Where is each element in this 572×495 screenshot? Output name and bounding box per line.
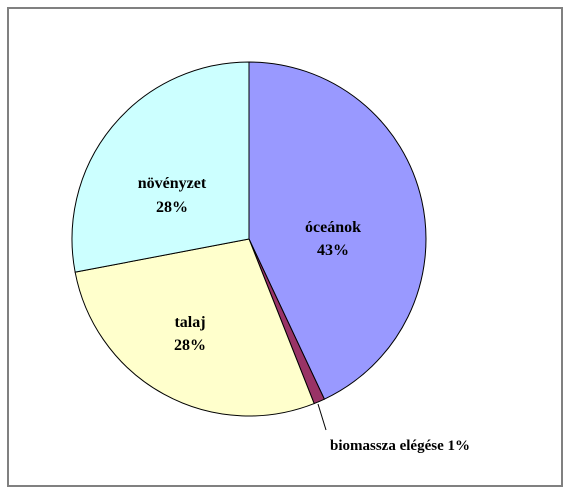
slice-label-novenyzet-name: növényzet <box>138 175 207 192</box>
slice-label-novenyzet-value: 28% <box>156 199 188 216</box>
leader-line-biomassza <box>317 403 327 431</box>
pie-slice-oceanok <box>248 61 427 400</box>
slice-label-oceanok-value: 43% <box>317 242 349 259</box>
slice-label-talaj-name: talaj <box>174 314 205 331</box>
pie-slice-talaj <box>74 238 315 417</box>
slice-label-oceanok-name: óceánok <box>305 219 361 236</box>
slice-label-talaj-value: 28% <box>174 337 206 354</box>
pie-slice-novenyzet <box>71 61 250 273</box>
slice-label-biomassza: biomassza elégése 1% <box>330 438 470 454</box>
